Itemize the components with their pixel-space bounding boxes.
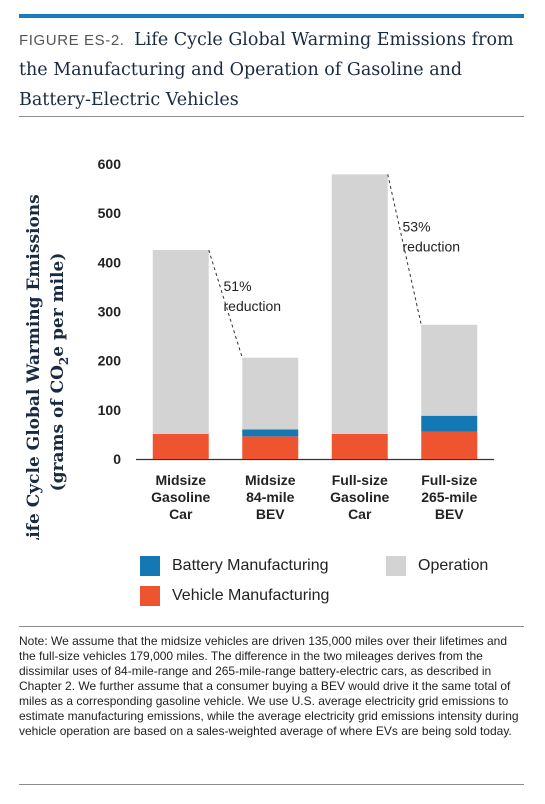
y-tick-label: 0 <box>113 451 121 467</box>
category-label: BEV <box>435 506 464 522</box>
legend-item-operation: Operation <box>386 556 488 576</box>
legend-item-vehicle: Vehicle Manufacturing <box>140 586 329 606</box>
note-divider <box>19 626 524 627</box>
y-axis-title-line2: (grams of CO2e per mile) <box>48 253 71 492</box>
legend-swatch-vehicle <box>140 586 160 606</box>
reduction-label: 51% <box>224 278 252 294</box>
category-label: BEV <box>256 506 285 522</box>
bar-segment-vehicle <box>332 434 388 459</box>
title-divider <box>19 116 524 117</box>
reduction-label: 53% <box>403 218 431 234</box>
category-label: Gasoline <box>330 489 389 505</box>
bars <box>153 174 478 459</box>
footnote: Note: We assume that the midsize vehicle… <box>19 634 524 739</box>
bottom-divider <box>19 784 524 785</box>
bar-segment-battery <box>242 430 298 437</box>
bar-segment-operation <box>153 250 209 434</box>
category-label: Car <box>348 506 372 522</box>
category-label: Midsize <box>155 472 206 488</box>
y-axis-title-subscript: 2 <box>57 357 71 365</box>
bar-segment-operation <box>332 174 388 434</box>
y-axis-title-line1: Life Cycle Global Warming Emissions <box>24 194 44 540</box>
y-tick-label: 400 <box>98 254 122 270</box>
bar-segment-operation <box>242 358 298 430</box>
category-label: Midsize <box>245 472 296 488</box>
y-axis-title-unit-post: e per mile) <box>48 253 68 357</box>
category-labels: MidsizeGasolineCarMidsize84-mileBEVFull-… <box>151 472 477 522</box>
y-tick-label: 600 <box>98 156 122 172</box>
reduction-label: reduction <box>224 298 282 314</box>
category-label: Full-size <box>421 472 477 488</box>
stacked-bar-chart: Life Cycle Global Warming Emissions (gra… <box>0 140 545 540</box>
figure-title-block: FIGURE ES-2. Life Cycle Global Warming E… <box>19 25 524 115</box>
bar-segment-vehicle <box>421 431 477 459</box>
legend-label-battery: Battery Manufacturing <box>172 557 329 575</box>
category-label: Car <box>169 506 193 522</box>
bar-segment-vehicle <box>242 436 298 459</box>
legend-label-operation: Operation <box>418 557 488 575</box>
bar-segment-operation <box>421 325 477 416</box>
bar-segment-vehicle <box>153 434 209 459</box>
y-axis-title: Life Cycle Global Warming Emissions (gra… <box>24 194 71 540</box>
category-label: Gasoline <box>151 489 210 505</box>
reduction-label: reduction <box>403 238 461 254</box>
y-tick-label: 300 <box>98 304 122 320</box>
y-tick-label: 200 <box>98 353 122 369</box>
category-label: Full-size <box>332 472 388 488</box>
legend: Battery Manufacturing Operation Vehicle … <box>0 552 545 612</box>
bar-segment-battery <box>421 416 477 432</box>
y-tick-label: 100 <box>98 402 122 418</box>
top-accent-bar <box>19 14 524 18</box>
legend-swatch-battery <box>140 556 160 576</box>
figure-label: FIGURE ES-2. <box>19 32 125 49</box>
y-axis-title-unit-pre: (grams of CO <box>48 365 68 491</box>
legend-item-battery: Battery Manufacturing <box>140 556 329 576</box>
category-label: 84-mile <box>246 489 294 505</box>
category-label: 265-mile <box>421 489 477 505</box>
legend-swatch-operation <box>386 556 406 576</box>
y-tick-label: 500 <box>98 205 122 221</box>
legend-label-vehicle: Vehicle Manufacturing <box>172 587 329 605</box>
